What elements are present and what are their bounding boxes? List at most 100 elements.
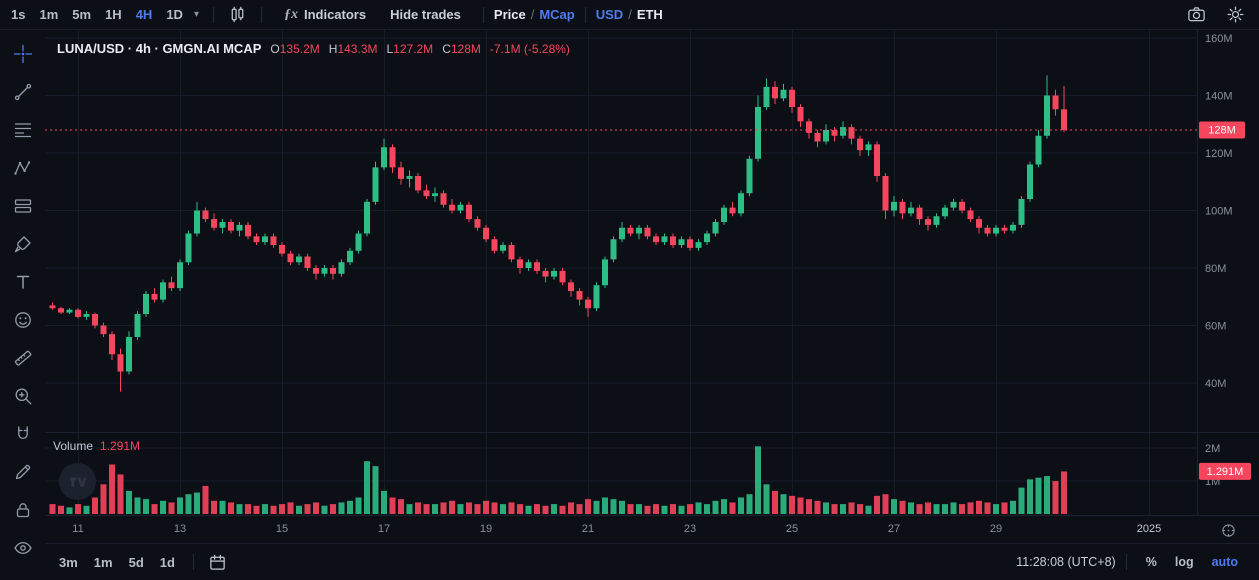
svg-text:21: 21 <box>582 523 594 535</box>
ohlc-low: L127.2M <box>386 42 434 56</box>
range-5d[interactable]: 5d <box>121 552 152 573</box>
divider <box>192 554 194 570</box>
svg-text:40M: 40M <box>1205 378 1226 390</box>
calendar-icon <box>210 554 225 570</box>
reset-scale-button[interactable] <box>1217 519 1239 541</box>
indicators-label: Indicators <box>303 7 367 22</box>
price-mcap-toggle: Price / MCap <box>494 7 575 22</box>
svg-text:160M: 160M <box>1205 33 1233 45</box>
magnet-icon[interactable] <box>11 422 35 446</box>
ohlc-open: O135.2M <box>270 42 320 56</box>
volume-legend: Volume 1.291M <box>53 439 140 453</box>
chart-style-button[interactable] <box>224 3 251 26</box>
go-to-date-button[interactable] <box>204 551 231 574</box>
hide-trades-button[interactable]: Hide trades <box>378 7 473 22</box>
svg-text:13: 13 <box>174 523 186 535</box>
chevron-down-icon[interactable]: ▾ <box>190 9 203 20</box>
tradingview-logo[interactable] <box>59 463 96 500</box>
range-3m[interactable]: 3m <box>51 552 86 573</box>
divider <box>482 6 484 23</box>
text-icon[interactable] <box>11 270 35 294</box>
crosshair-icon[interactable] <box>11 42 35 66</box>
ohlc-high: H143.3M <box>328 42 378 56</box>
divider <box>212 6 214 23</box>
change-value: -7.1M (-5.28%) <box>489 42 570 56</box>
indicators-button[interactable]: ƒx Indicators <box>272 7 378 23</box>
svg-text:2025: 2025 <box>1137 523 1161 535</box>
svg-text:2M: 2M <box>1205 443 1220 455</box>
eye-icon[interactable] <box>11 536 35 560</box>
divider <box>260 6 262 23</box>
svg-text:23: 23 <box>684 523 696 535</box>
svg-text:29: 29 <box>990 523 1002 535</box>
long-position-icon[interactable] <box>11 194 35 218</box>
pencil-icon[interactable] <box>11 460 35 484</box>
lock-icon[interactable] <box>11 498 35 522</box>
divider <box>1125 554 1127 570</box>
eth-option[interactable]: ETH <box>636 7 663 22</box>
volume-bars <box>49 446 1067 514</box>
time-axis[interactable]: 11 13 15 17 19 21 23 25 27 29 2025 <box>72 523 1161 535</box>
usd-option[interactable]: USD <box>595 7 624 22</box>
svg-text:27: 27 <box>888 523 900 535</box>
timeframe-1m[interactable]: 1m <box>32 4 65 25</box>
svg-text:19: 19 <box>480 523 492 535</box>
camera-icon <box>1188 7 1205 22</box>
timeframe-1h[interactable]: 1H <box>98 4 129 25</box>
zoom-in-icon[interactable] <box>11 384 35 408</box>
svg-text:120M: 120M <box>1205 148 1233 160</box>
timeframe-5m[interactable]: 5m <box>65 4 98 25</box>
timeframe-1d[interactable]: 1D <box>159 4 190 25</box>
price-chart[interactable]: 160M140M120M100M80M60M40M2M1M128M1.291M1… <box>45 30 1259 543</box>
log-scale-button[interactable]: log <box>1166 555 1203 569</box>
svg-text:1.291M: 1.291M <box>1207 466 1244 478</box>
mcap-option[interactable]: MCap <box>539 7 575 22</box>
range-1d[interactable]: 1d <box>152 552 183 573</box>
svg-text:25: 25 <box>786 523 798 535</box>
screenshot-button[interactable] <box>1183 3 1210 26</box>
last-volume-badge <box>1199 462 1251 480</box>
emoji-icon[interactable] <box>11 308 35 332</box>
divider <box>584 6 586 23</box>
candlestick-icon <box>231 6 244 23</box>
ruler-icon[interactable] <box>11 346 35 370</box>
svg-text:128M: 128M <box>1208 125 1236 137</box>
auto-scale-button[interactable]: auto <box>1203 555 1247 569</box>
chart-area: 160M 140M 120M 100M 80M 60M 40M 2M 1M 128M 1.291M 1… <box>45 30 1259 543</box>
hide-trades-label: Hide trades <box>390 7 461 22</box>
svg-text:17: 17 <box>378 523 390 535</box>
target-icon <box>1221 523 1235 537</box>
usd-eth-toggle: USD / ETH <box>596 7 663 22</box>
settings-button[interactable] <box>1222 3 1249 26</box>
grid <box>45 30 1197 515</box>
trend-line-icon[interactable] <box>11 80 35 104</box>
ohlc-close: C128M <box>442 42 481 56</box>
slash-separator: / <box>628 7 632 22</box>
candlesticks <box>49 75 1067 392</box>
fx-icon: ƒx <box>283 6 298 22</box>
svg-text:11: 11 <box>72 523 83 535</box>
clock[interactable]: 11:28:08 (UTC+8) <box>1016 555 1116 569</box>
volume-label: Volume <box>53 439 94 453</box>
range-1m[interactable]: 1m <box>86 552 121 573</box>
symbol-title[interactable]: LUNA/USD · 4h · GMGN.AI MCAP <box>57 41 262 56</box>
bottom-toolbar: 3m 1m 5d 1d 11:28:08 (UTC+8) % log auto <box>45 543 1259 580</box>
price-option[interactable]: Price <box>493 7 526 22</box>
svg-text:80M: 80M <box>1205 263 1226 275</box>
svg-text:100M: 100M <box>1205 206 1233 218</box>
svg-text:140M: 140M <box>1205 91 1233 103</box>
timeframe-1s[interactable]: 1s <box>4 4 32 25</box>
slash-separator: / <box>530 7 535 22</box>
xabcd-pattern-icon[interactable] <box>11 156 35 180</box>
fib-retracement-icon[interactable] <box>11 118 35 142</box>
chart-overlays <box>45 30 1259 516</box>
timeframe-4h[interactable]: 4H <box>129 4 160 25</box>
timeframe-group: 1s 1m 5m 1H 4H 1D <box>4 4 190 25</box>
top-toolbar: 1s 1m 5m 1H 4H 1D ▾ ƒx Indicators Hide trades… <box>0 0 1259 30</box>
brush-icon[interactable] <box>11 232 35 256</box>
svg-text:60M: 60M <box>1205 321 1226 333</box>
range-group: 3m 1m 5d 1d <box>51 552 183 573</box>
percent-scale-button[interactable]: % <box>1137 555 1166 569</box>
